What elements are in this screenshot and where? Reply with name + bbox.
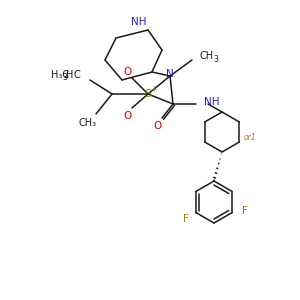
Text: F: F: [183, 214, 189, 224]
Text: H: H: [66, 70, 73, 80]
Text: +: +: [150, 85, 156, 94]
Text: C: C: [73, 70, 80, 80]
Text: O: O: [123, 67, 131, 77]
Text: or1: or1: [243, 134, 256, 142]
Text: S: S: [144, 89, 152, 99]
Text: CH₃: CH₃: [79, 118, 97, 128]
Text: 3: 3: [213, 55, 218, 64]
Text: CH: CH: [200, 51, 214, 61]
Text: H₃C: H₃C: [51, 70, 69, 80]
Text: O: O: [153, 121, 161, 131]
Text: NH: NH: [204, 97, 220, 107]
Text: NH: NH: [131, 17, 147, 27]
Text: 3: 3: [62, 74, 67, 82]
Text: N: N: [166, 69, 174, 79]
Text: O: O: [123, 111, 131, 121]
Text: F: F: [242, 206, 248, 217]
